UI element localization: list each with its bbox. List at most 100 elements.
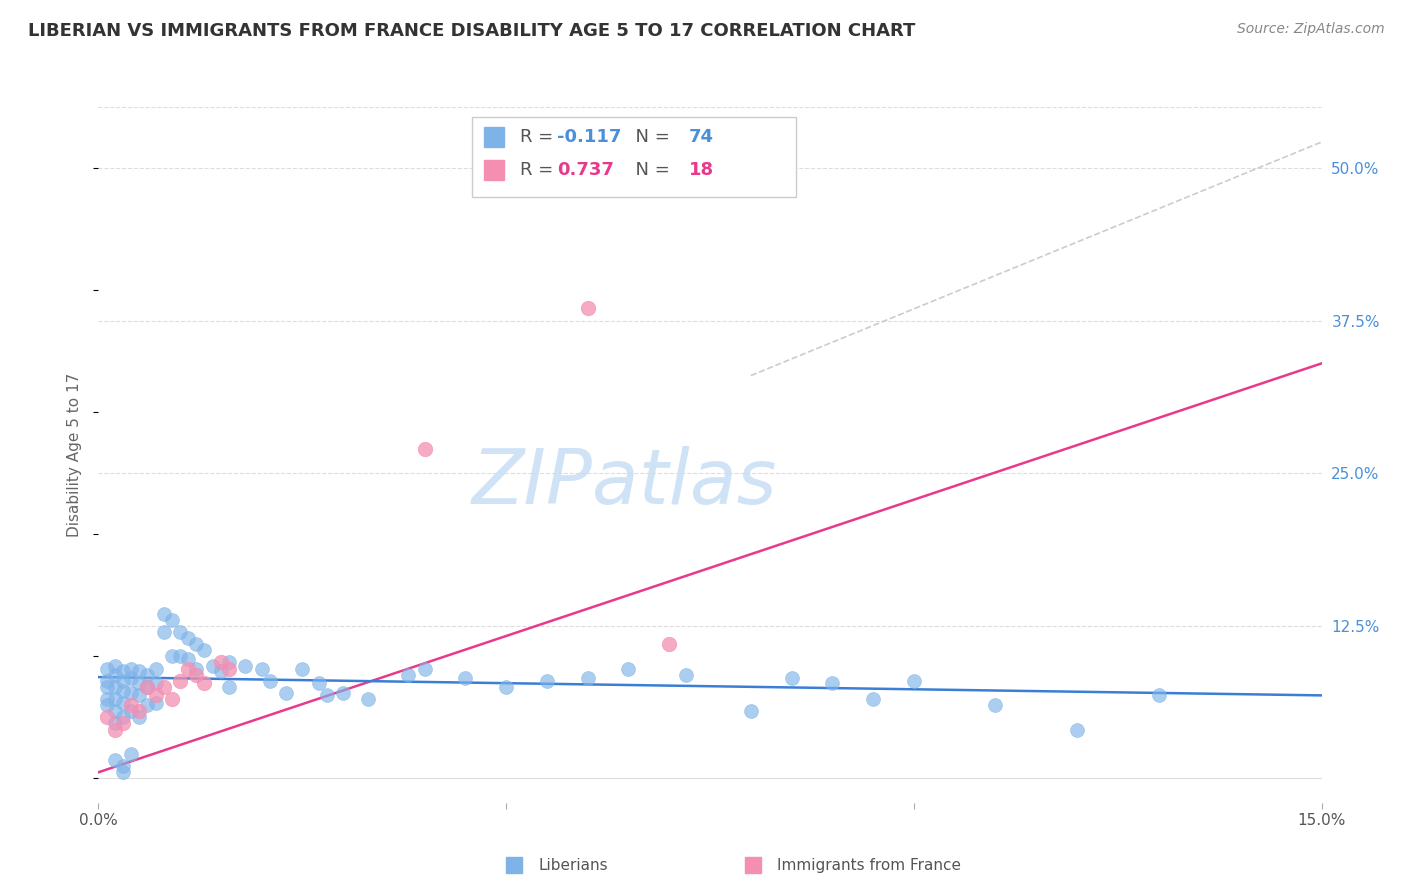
- Point: [984, 698, 1007, 713]
- Point: [120, 661, 142, 675]
- Point: [128, 710, 150, 724]
- Point: [177, 652, 200, 666]
- Point: [186, 637, 208, 651]
- Point: [128, 664, 150, 678]
- Point: [128, 676, 150, 690]
- Point: [186, 661, 208, 675]
- Point: [111, 759, 134, 773]
- Y-axis label: Disability Age 5 to 17: Disability Age 5 to 17: [67, 373, 83, 537]
- Point: [169, 624, 191, 639]
- Point: [145, 689, 167, 703]
- Point: [1147, 689, 1170, 703]
- Text: 74: 74: [689, 128, 714, 146]
- Text: 18: 18: [689, 161, 714, 178]
- Point: [152, 607, 174, 621]
- Text: 0.737: 0.737: [557, 161, 614, 178]
- Point: [104, 667, 127, 681]
- FancyBboxPatch shape: [471, 118, 796, 197]
- Point: [111, 765, 134, 780]
- Point: [120, 698, 142, 713]
- Text: N =: N =: [624, 161, 676, 178]
- Point: [308, 676, 330, 690]
- Point: [413, 442, 436, 456]
- Point: [111, 673, 134, 688]
- Point: [120, 747, 142, 761]
- Point: [104, 692, 127, 706]
- Text: Liberians: Liberians: [538, 858, 609, 873]
- Point: [396, 667, 419, 681]
- Point: [536, 673, 558, 688]
- Point: [576, 301, 599, 316]
- Point: [96, 692, 118, 706]
- Point: [111, 696, 134, 710]
- Point: [413, 661, 436, 675]
- Point: [862, 692, 884, 706]
- Point: [111, 664, 134, 678]
- Point: [96, 673, 118, 688]
- Point: [274, 686, 297, 700]
- Text: LIBERIAN VS IMMIGRANTS FROM FRANCE DISABILITY AGE 5 TO 17 CORRELATION CHART: LIBERIAN VS IMMIGRANTS FROM FRANCE DISAB…: [28, 22, 915, 40]
- Point: [145, 696, 167, 710]
- Point: [96, 680, 118, 694]
- Point: [160, 692, 183, 706]
- Text: ZIPatlas: ZIPatlas: [472, 446, 778, 520]
- Point: [218, 680, 240, 694]
- Point: [104, 753, 127, 767]
- Point: [128, 704, 150, 718]
- Point: [291, 661, 314, 675]
- Text: Source: ZipAtlas.com: Source: ZipAtlas.com: [1237, 22, 1385, 37]
- Point: [96, 698, 118, 713]
- Point: [821, 676, 844, 690]
- Point: [177, 661, 200, 675]
- Point: [218, 661, 240, 675]
- Point: [356, 692, 378, 706]
- Point: [233, 659, 256, 673]
- Point: [209, 664, 232, 678]
- Point: [658, 637, 681, 651]
- Point: [160, 649, 183, 664]
- Point: [169, 649, 191, 664]
- Point: [177, 631, 200, 645]
- Point: [96, 661, 118, 675]
- Point: [136, 680, 159, 694]
- Point: [104, 659, 127, 673]
- Point: [193, 676, 215, 690]
- Point: [111, 716, 134, 731]
- Point: [145, 661, 167, 675]
- Text: -0.117: -0.117: [557, 128, 621, 146]
- Text: R =: R =: [520, 128, 560, 146]
- Point: [454, 671, 477, 685]
- Point: [152, 680, 174, 694]
- Point: [104, 716, 127, 731]
- Point: [96, 710, 118, 724]
- Point: [136, 667, 159, 681]
- Point: [250, 661, 273, 675]
- Point: [111, 683, 134, 698]
- Point: [259, 673, 281, 688]
- Point: [136, 698, 159, 713]
- Point: [104, 723, 127, 737]
- Point: [1066, 723, 1088, 737]
- Point: [780, 671, 803, 685]
- Point: [111, 710, 134, 724]
- Point: [903, 673, 925, 688]
- Point: [186, 667, 208, 681]
- Point: [104, 704, 127, 718]
- Point: [128, 689, 150, 703]
- Point: [120, 671, 142, 685]
- Point: [145, 676, 167, 690]
- Point: [201, 659, 224, 673]
- Point: [160, 613, 183, 627]
- Point: [120, 704, 142, 718]
- Point: [576, 671, 599, 685]
- Point: [617, 661, 640, 675]
- Text: N =: N =: [624, 128, 676, 146]
- Point: [315, 689, 337, 703]
- Point: [675, 667, 697, 681]
- Point: [136, 680, 159, 694]
- Text: R =: R =: [520, 161, 560, 178]
- Point: [120, 686, 142, 700]
- Point: [218, 656, 240, 670]
- Point: [495, 680, 517, 694]
- Point: [332, 686, 354, 700]
